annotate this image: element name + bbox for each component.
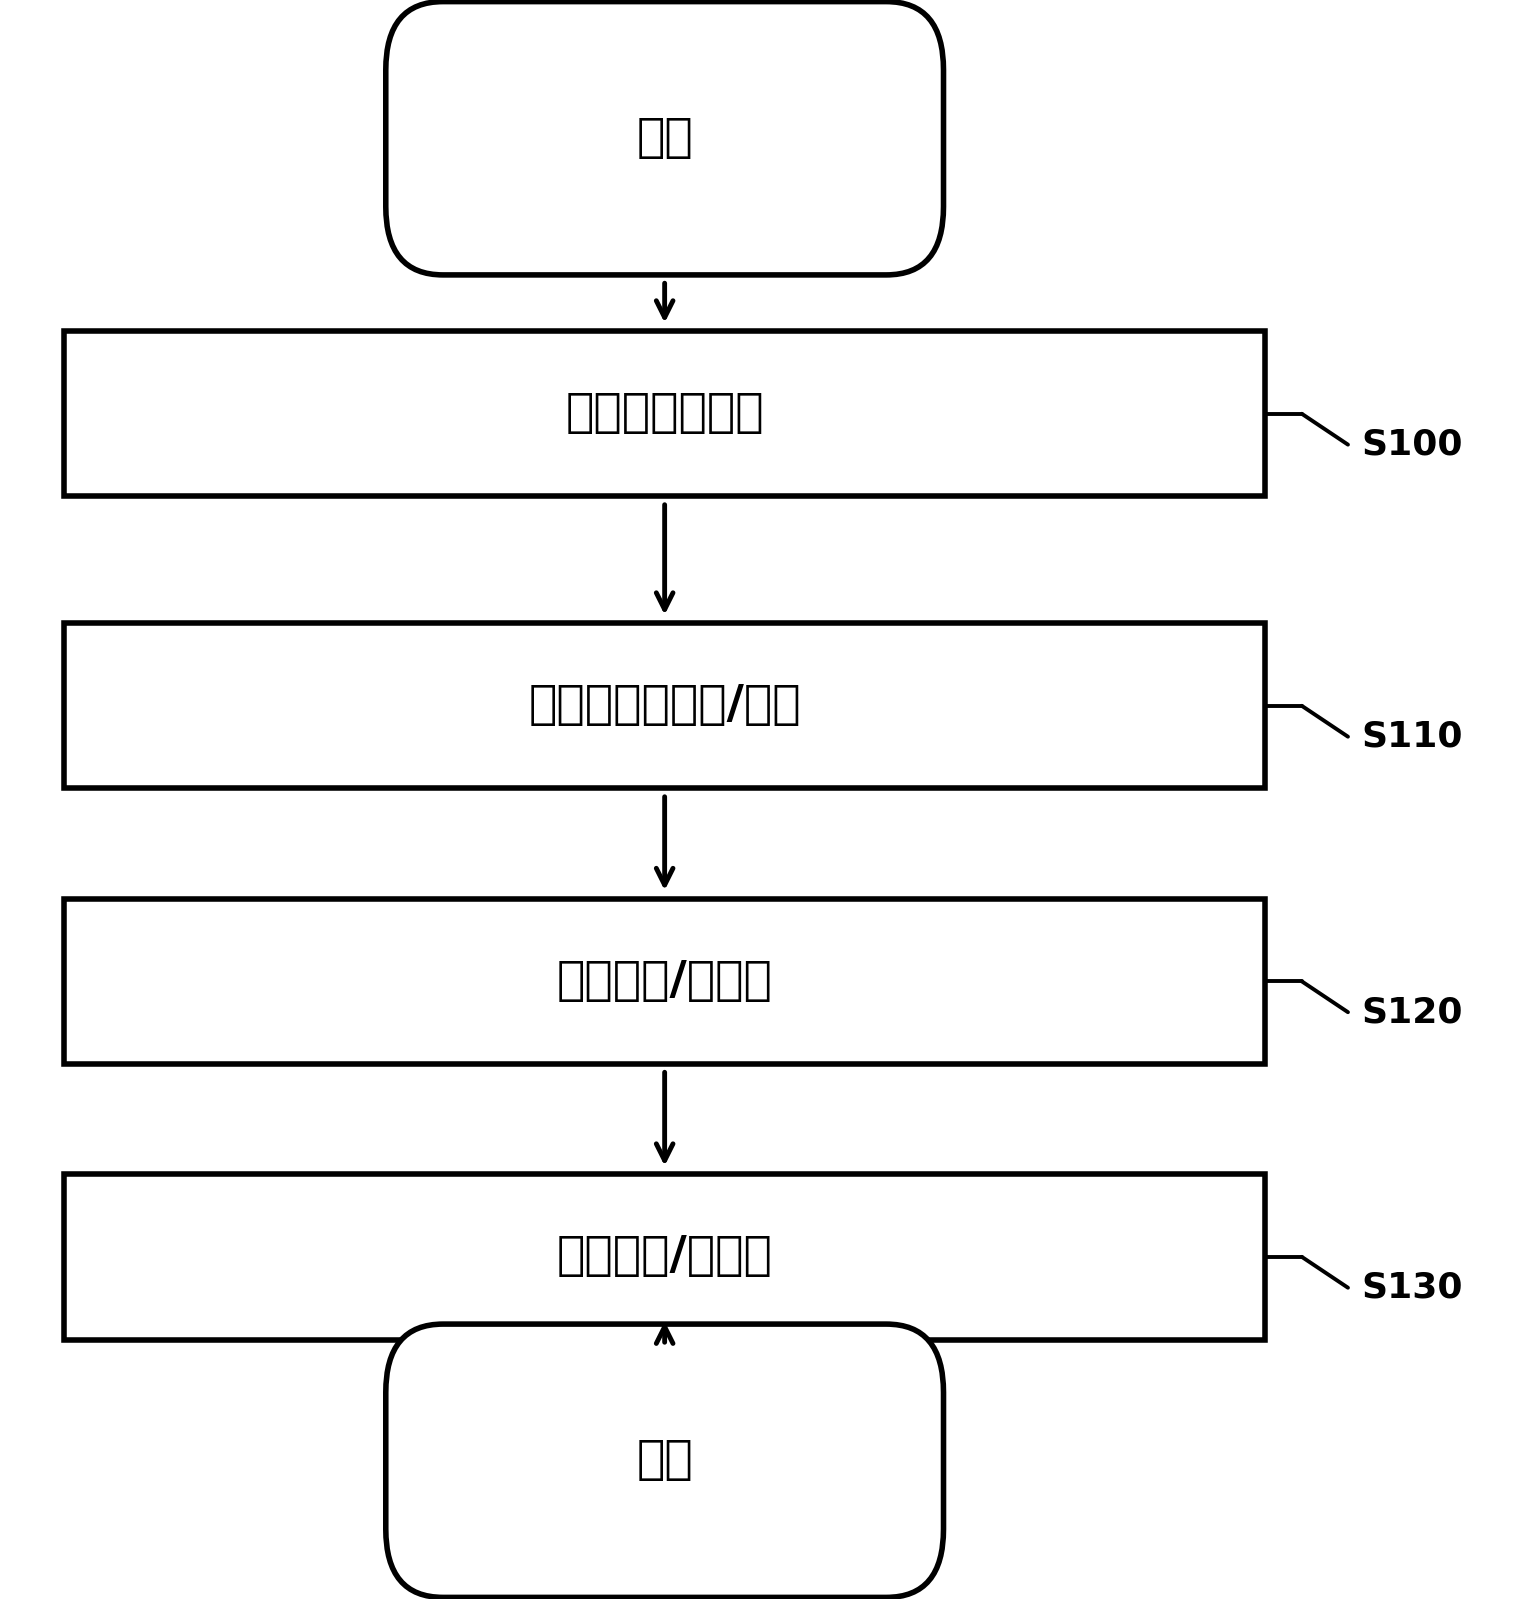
Text: 开始: 开始 [636, 115, 693, 161]
FancyBboxPatch shape [386, 2, 943, 275]
FancyBboxPatch shape [386, 1324, 943, 1597]
Bar [65, 624, 1264, 788]
Text: S110: S110 [1361, 720, 1464, 753]
Text: S120: S120 [1361, 995, 1464, 1030]
Text: 形成隔离绞缘膜: 形成隔离绞缘膜 [565, 392, 765, 437]
Bar [65, 1174, 1264, 1340]
Text: S100: S100 [1361, 427, 1464, 462]
Bar [65, 899, 1264, 1063]
Text: 形成气泡/硯沟道: 形成气泡/硯沟道 [557, 1234, 772, 1279]
Text: 形成栅极绞缘膜/栅极: 形成栅极绞缘膜/栅极 [528, 683, 801, 728]
Text: 形成源极/漏极区: 形成源极/漏极区 [557, 959, 772, 1004]
Bar [65, 331, 1264, 496]
Text: S130: S130 [1361, 1271, 1464, 1305]
Text: 结束: 结束 [636, 1438, 693, 1484]
